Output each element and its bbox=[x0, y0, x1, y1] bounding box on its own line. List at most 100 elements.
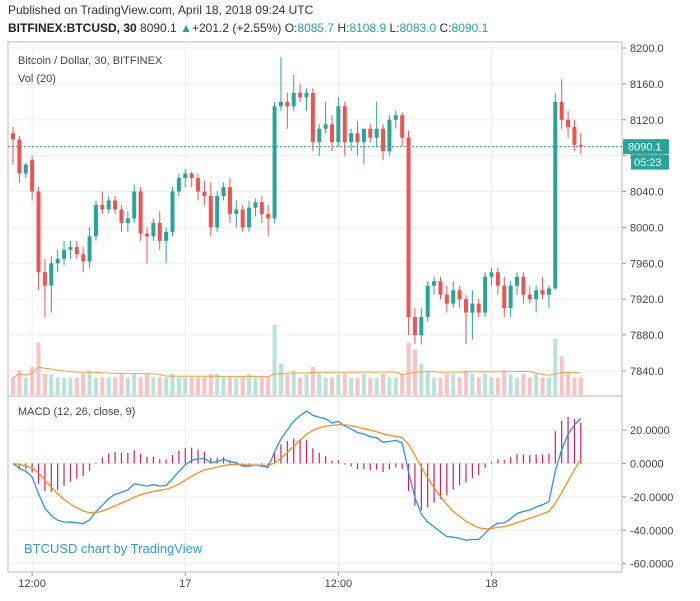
candle-body bbox=[215, 195, 220, 228]
macd-axis[interactable]: 20.0000 0.0000 -20.0000 -40.0000 -60.0000 bbox=[622, 425, 673, 571]
volume-bar bbox=[566, 374, 571, 395]
volume-bar bbox=[374, 377, 379, 395]
candle-body bbox=[578, 144, 583, 147]
price-tick-label: 7960.0 bbox=[630, 258, 664, 270]
price-tick-label: 8000.0 bbox=[630, 222, 664, 234]
candle-body bbox=[566, 119, 571, 127]
macd-line bbox=[12, 410, 582, 541]
volume-bar bbox=[215, 374, 220, 395]
last-price-tag-text: 8090.1 bbox=[628, 142, 662, 154]
grid-lines bbox=[8, 42, 622, 572]
macd-tick-label: -20.0000 bbox=[630, 492, 673, 504]
volume-bar bbox=[508, 374, 513, 395]
volume-bar bbox=[132, 374, 137, 395]
candle-body bbox=[144, 233, 149, 237]
volume-bar bbox=[310, 367, 315, 395]
price-tick-label: 7840.0 bbox=[630, 366, 664, 378]
volume-bar bbox=[432, 377, 437, 395]
volume-bar bbox=[17, 370, 22, 395]
close-value: 8090.1 bbox=[451, 21, 489, 35]
candle-body bbox=[387, 119, 392, 152]
candle-body bbox=[368, 128, 373, 138]
time-axis[interactable]: 12:00 17 12:00 18 bbox=[18, 572, 498, 590]
price-pane-border bbox=[7, 41, 623, 397]
price-tick-label: 8160.0 bbox=[630, 79, 664, 91]
volume-bar bbox=[393, 377, 398, 395]
volume-bar bbox=[559, 356, 564, 395]
candle-body bbox=[87, 236, 92, 262]
candle-body bbox=[42, 272, 47, 286]
candle-body bbox=[310, 92, 315, 143]
candle-body bbox=[336, 106, 341, 143]
signal-line bbox=[12, 423, 582, 530]
last-price-tag bbox=[623, 139, 669, 155]
volume-bar bbox=[151, 377, 156, 395]
candle-body bbox=[49, 263, 54, 286]
candle-body bbox=[157, 222, 162, 241]
candle-body bbox=[425, 285, 430, 318]
price-axis[interactable]: 8200.08160.08120.08080.08040.08000.07960… bbox=[622, 43, 664, 378]
volume-bar bbox=[164, 377, 169, 395]
volume-bar bbox=[30, 367, 35, 395]
candle-body bbox=[546, 288, 551, 295]
candle-body bbox=[208, 195, 213, 228]
macd-pane-border bbox=[7, 395, 623, 573]
candle-body bbox=[361, 128, 366, 143]
candle-body bbox=[176, 178, 181, 192]
candle-body bbox=[138, 191, 143, 234]
volume-bar bbox=[125, 377, 130, 395]
candle-body bbox=[534, 290, 539, 300]
volume-bar bbox=[81, 374, 86, 395]
volume-bar bbox=[221, 377, 226, 395]
candlestick-series bbox=[11, 56, 583, 344]
volume-bar bbox=[87, 370, 92, 395]
volume-bar bbox=[323, 377, 328, 395]
volume-bar bbox=[119, 374, 124, 395]
volume-bar bbox=[444, 374, 449, 395]
volume-bar bbox=[515, 377, 520, 395]
price-tick-label: 7880.0 bbox=[630, 330, 664, 342]
candle-body bbox=[476, 303, 481, 313]
candle-body bbox=[113, 200, 118, 210]
candle-body bbox=[489, 272, 494, 277]
candle-body bbox=[278, 101, 283, 107]
price-tick-label: 8040.0 bbox=[630, 187, 664, 199]
volume-bar bbox=[495, 377, 500, 395]
candle-body bbox=[11, 133, 15, 140]
candle-body bbox=[196, 178, 201, 192]
candle-body bbox=[17, 139, 22, 174]
candle-body bbox=[81, 254, 86, 262]
volume-bar bbox=[36, 342, 41, 395]
volume-bar bbox=[170, 374, 175, 395]
volume-bar bbox=[285, 374, 290, 395]
candle-body bbox=[132, 191, 137, 219]
candle-body bbox=[62, 249, 67, 259]
candle-body bbox=[463, 299, 468, 313]
candle-body bbox=[432, 281, 437, 286]
candle-body bbox=[74, 247, 79, 255]
volume-bar bbox=[202, 377, 207, 395]
time-tick-label: 17 bbox=[179, 578, 191, 590]
candle-body bbox=[170, 191, 175, 232]
volume-bar bbox=[527, 377, 532, 395]
volume-bar bbox=[438, 377, 443, 395]
macd-label: MACD (12, 26, close, 9) bbox=[18, 406, 135, 418]
candle-body bbox=[470, 303, 475, 313]
volume-bars bbox=[11, 325, 583, 395]
high-value: 8108.9 bbox=[349, 21, 387, 35]
volume-bar bbox=[183, 377, 188, 395]
candle-body bbox=[419, 317, 424, 336]
candle-body bbox=[266, 213, 271, 219]
volume-bar bbox=[298, 377, 303, 395]
candle-body bbox=[451, 290, 456, 304]
candle-body bbox=[381, 128, 386, 152]
symbol-quote-line: BITFINEX:BTCUSD, 30 8090.1 ▲+201.2 (+2.5… bbox=[8, 21, 488, 35]
candle-body bbox=[444, 294, 449, 304]
volume-bar bbox=[349, 377, 354, 395]
candle-body bbox=[291, 92, 296, 107]
candle-body bbox=[527, 294, 532, 300]
published-caption: Published on TradingView.com, April 18, … bbox=[8, 3, 314, 17]
volume-bar bbox=[227, 377, 232, 395]
volume-bar bbox=[457, 377, 462, 395]
